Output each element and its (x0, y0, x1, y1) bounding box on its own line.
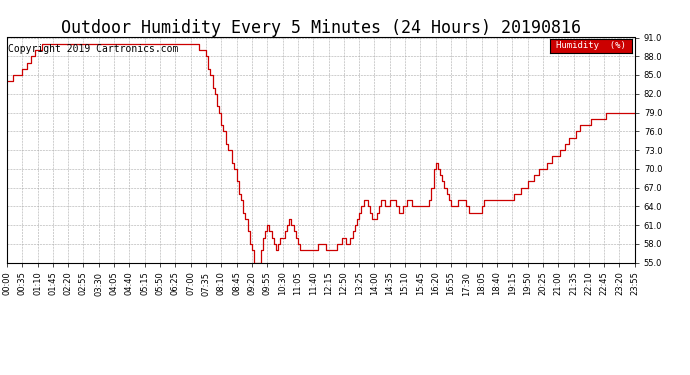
Title: Outdoor Humidity Every 5 Minutes (24 Hours) 20190816: Outdoor Humidity Every 5 Minutes (24 Hou… (61, 20, 581, 38)
Text: Copyright 2019 Cartronics.com: Copyright 2019 Cartronics.com (8, 44, 179, 54)
